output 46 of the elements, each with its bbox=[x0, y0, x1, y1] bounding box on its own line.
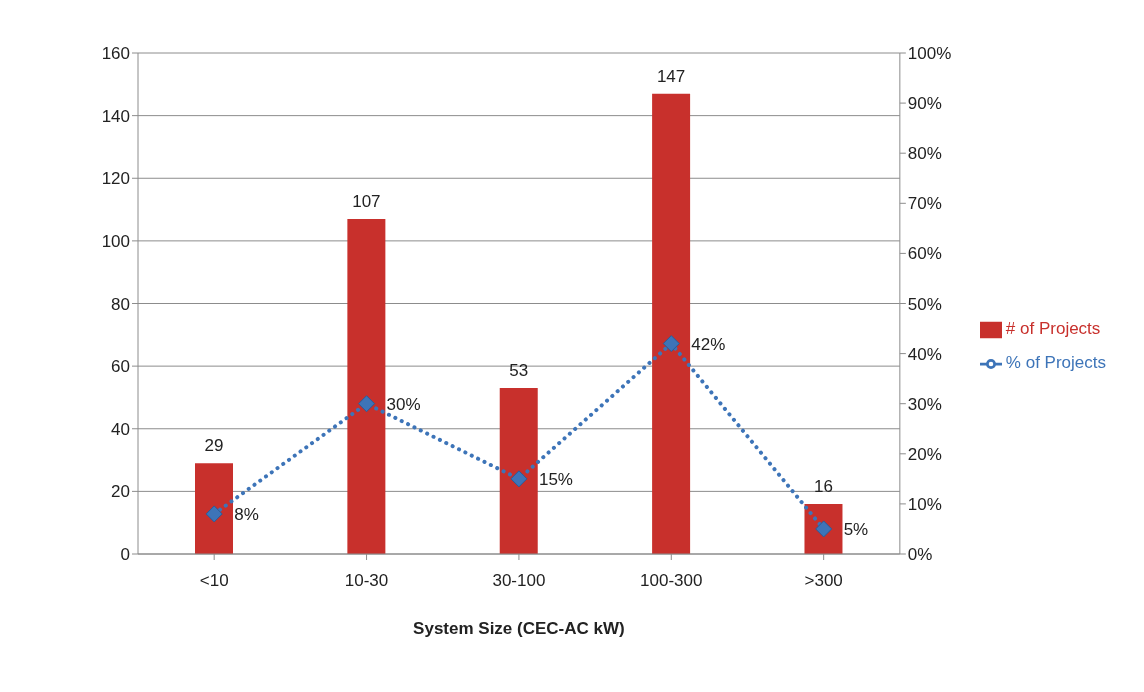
bar bbox=[195, 463, 233, 554]
y2-tick-label: 90% bbox=[907, 94, 942, 114]
y2-tick-label: 40% bbox=[907, 344, 942, 364]
x-axis-title: System Size (CEC-AC kW) bbox=[413, 619, 625, 638]
point bbox=[205, 505, 223, 523]
y2-tick-label: 80% bbox=[907, 144, 942, 164]
y2-tick-label: 50% bbox=[907, 294, 942, 314]
y2-tick-label: 20% bbox=[907, 444, 942, 464]
y-tick-label: 40 bbox=[111, 419, 130, 439]
data-label: 42% bbox=[691, 334, 726, 354]
data-label: 16 bbox=[814, 476, 833, 496]
point bbox=[358, 395, 376, 413]
bar bbox=[347, 218, 386, 554]
bar bbox=[652, 93, 691, 554]
data-label: 30% bbox=[386, 394, 421, 414]
x-tick-label: <10 bbox=[199, 571, 229, 591]
legend-label: # of Projects bbox=[1005, 319, 1101, 338]
y2-tick-label: 70% bbox=[907, 194, 942, 214]
y2-tick-label: 60% bbox=[907, 244, 942, 264]
x-tick-label: >300 bbox=[804, 571, 843, 591]
point bbox=[662, 335, 680, 353]
y-tick-label: 80 bbox=[111, 294, 130, 314]
data-label: 15% bbox=[538, 469, 573, 489]
x-tick-label: 100-300 bbox=[640, 571, 703, 591]
data-label: 29 bbox=[204, 436, 224, 456]
data-label: 8% bbox=[234, 504, 259, 524]
y-tick-label: 120 bbox=[101, 169, 130, 189]
y-tick-label: 100 bbox=[101, 231, 130, 251]
data-label: 53 bbox=[509, 361, 529, 381]
y2-tick-label: 100% bbox=[907, 44, 952, 64]
y-tick-label: 140 bbox=[101, 106, 130, 126]
y2-tick-label: 10% bbox=[907, 494, 942, 514]
x-tick-label: 10-30 bbox=[344, 571, 389, 591]
bar bbox=[499, 388, 538, 554]
y-tick-label: 20 bbox=[111, 482, 130, 502]
data-label: 5% bbox=[843, 519, 869, 539]
y-tick-label: 160 bbox=[101, 44, 130, 64]
legend-label: % of Projects bbox=[1005, 353, 1106, 372]
y-tick-label: 60 bbox=[111, 357, 130, 377]
point bbox=[510, 470, 528, 488]
data-label: 147 bbox=[656, 66, 686, 86]
x-tick-label: 30-100 bbox=[492, 571, 546, 591]
data-label: 107 bbox=[352, 191, 381, 211]
y2-tick-label: 0% bbox=[907, 545, 933, 565]
y2-tick-label: 30% bbox=[907, 394, 942, 414]
y-tick-label: 0 bbox=[120, 545, 130, 565]
